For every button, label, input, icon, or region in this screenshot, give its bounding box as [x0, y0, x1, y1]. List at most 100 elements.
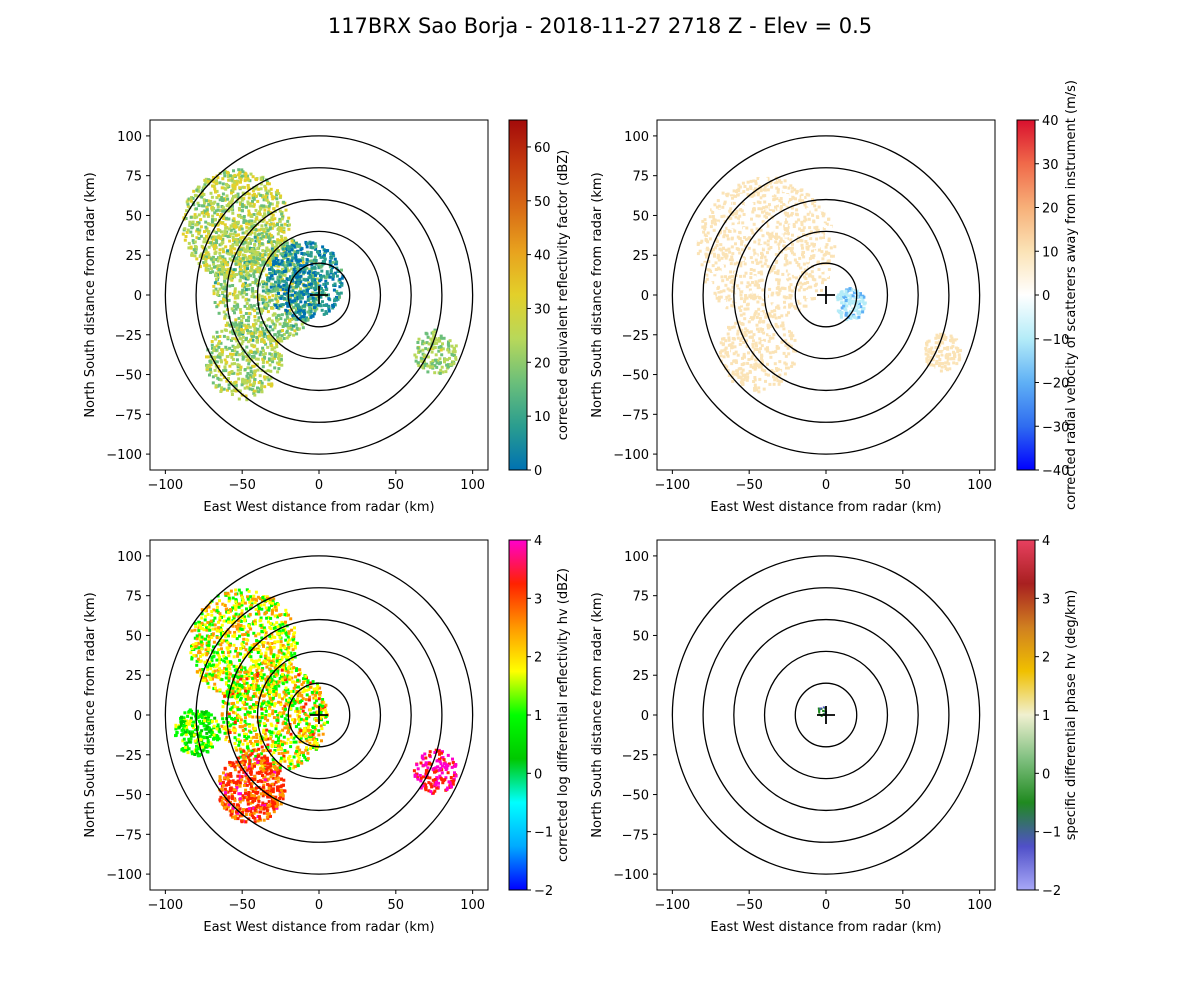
echo-cell — [270, 385, 273, 388]
echo-cell — [438, 339, 441, 342]
echo-cell — [811, 270, 814, 273]
echo-cell — [216, 331, 219, 334]
echo-cell — [229, 174, 232, 177]
echo-cell — [435, 353, 438, 356]
echo-cell — [740, 194, 743, 197]
echo-cell — [784, 280, 787, 283]
echo-cell — [212, 375, 215, 378]
echo-cell — [255, 178, 258, 181]
echo-cell — [271, 360, 274, 363]
echo-cell — [727, 355, 730, 358]
echo-cell — [242, 276, 245, 279]
echo-cell — [712, 215, 715, 218]
echo-cell — [429, 338, 432, 341]
echo-cell — [433, 371, 436, 374]
echo-cell — [226, 198, 229, 201]
echo-cell — [329, 260, 332, 263]
echo-cell — [211, 209, 214, 212]
echo-cell — [216, 203, 219, 206]
echo-cell — [240, 319, 243, 322]
echo-cell — [272, 260, 275, 263]
colorbar-label: corrected equivalent reflectivity factor… — [556, 150, 571, 441]
echo-cell — [229, 201, 232, 204]
echo-cell — [797, 286, 800, 289]
echo-cell — [748, 213, 751, 216]
echo-cell — [262, 349, 265, 352]
echo-cell — [272, 207, 275, 210]
echo-cell — [242, 638, 245, 641]
echo-cell — [216, 360, 219, 363]
echo-cell — [721, 275, 724, 278]
echo-cell — [232, 233, 235, 236]
echo-cell — [774, 271, 777, 274]
colorbar-tick-label: 20 — [534, 356, 551, 371]
echo-cell — [731, 350, 734, 353]
echo-cell — [789, 334, 792, 337]
echo-cell — [757, 386, 760, 389]
y-axis-label: North South distance from radar (km) — [590, 172, 605, 417]
echo-cell — [760, 354, 763, 357]
echo-cell — [944, 361, 947, 364]
echo-cell — [262, 290, 265, 293]
echo-cell — [302, 326, 305, 329]
echo-cell — [221, 267, 224, 270]
echo-cell — [764, 380, 767, 383]
echo-cell — [250, 268, 253, 271]
echo-cell — [210, 258, 213, 261]
echo-cell — [805, 272, 808, 275]
echo-cell — [240, 225, 243, 228]
echo-cell — [231, 245, 234, 248]
echo-cell — [704, 234, 707, 237]
echo-cell — [738, 252, 741, 255]
echo-cell — [755, 342, 758, 345]
echo-cell — [262, 365, 265, 368]
echo-cell — [246, 329, 249, 332]
echo-cell — [801, 244, 804, 247]
echo-cell — [334, 283, 337, 286]
echo-cell — [259, 374, 262, 377]
echo-cell — [796, 240, 799, 243]
echo-cell — [798, 257, 801, 260]
echo-cell — [809, 237, 812, 240]
echo-cell — [220, 348, 223, 351]
echo-cell — [421, 349, 424, 352]
echo-cell — [275, 345, 278, 348]
echo-cell — [932, 364, 935, 367]
echo-cell — [235, 381, 238, 384]
echo-cell — [738, 306, 741, 309]
echo-cell — [748, 331, 751, 334]
echo-cell — [739, 343, 742, 346]
echo-cell — [772, 333, 775, 336]
echo-cell — [424, 347, 427, 350]
echo-cell — [295, 259, 298, 262]
echo-cell — [860, 296, 863, 299]
echo-cell — [264, 198, 267, 201]
echo-cell — [271, 299, 274, 302]
echo-cell — [223, 295, 226, 298]
echo-cell — [426, 365, 429, 368]
echo-cell — [263, 212, 266, 215]
echo-cell — [775, 299, 778, 302]
echo-cell — [697, 239, 700, 242]
echo-cell — [757, 207, 760, 210]
echo-cell — [752, 208, 755, 211]
echo-cell — [253, 371, 256, 374]
echo-cell — [265, 247, 268, 250]
echo-cell — [286, 245, 289, 248]
echo-cell — [223, 311, 226, 314]
echo-cell — [806, 281, 809, 284]
echo-cell — [270, 234, 273, 237]
echo-cell — [418, 338, 421, 341]
echo-cell — [300, 252, 303, 255]
echo-cell — [717, 199, 720, 202]
echo-cell — [731, 252, 734, 255]
echo-cell — [283, 297, 286, 300]
echo-cell — [258, 381, 261, 384]
echo-cell — [287, 228, 290, 231]
echo-cell — [777, 269, 780, 272]
echo-cell — [739, 285, 742, 288]
echo-cell — [325, 288, 328, 291]
echo-cell — [284, 223, 287, 226]
echo-cell — [240, 236, 243, 239]
